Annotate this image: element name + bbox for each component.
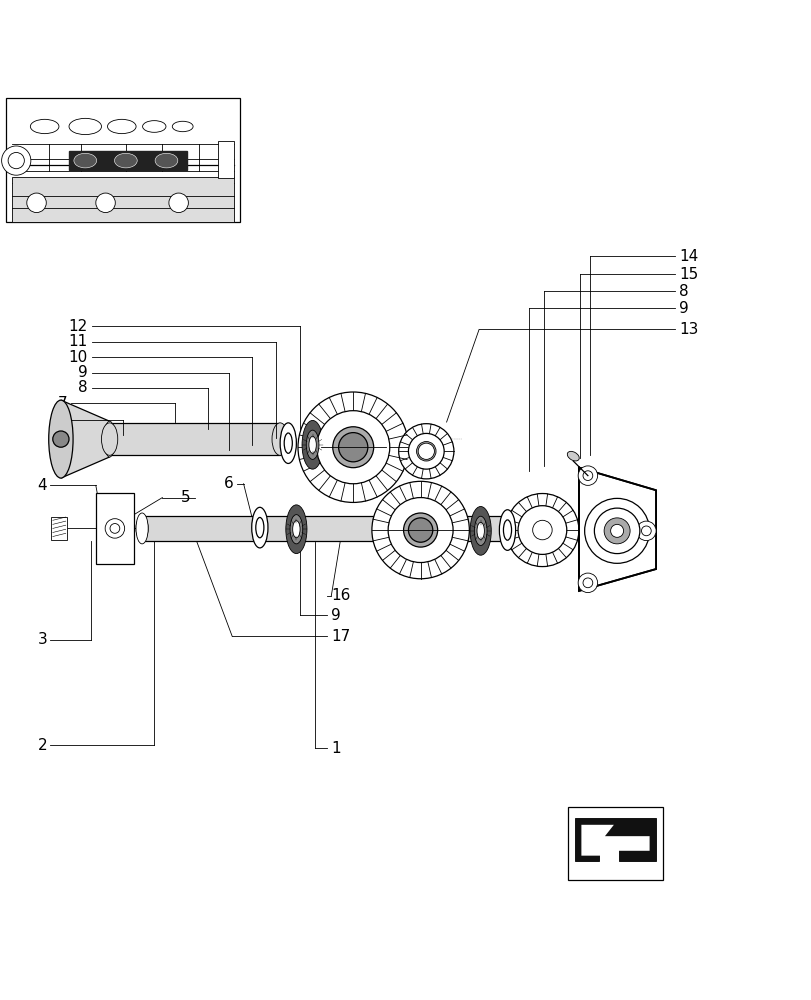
Circle shape [408, 433, 444, 469]
Ellipse shape [74, 153, 97, 168]
Ellipse shape [280, 423, 296, 463]
Circle shape [418, 443, 434, 459]
Polygon shape [12, 177, 234, 222]
Circle shape [416, 442, 436, 461]
Text: 7: 7 [58, 396, 67, 411]
Polygon shape [578, 468, 655, 591]
Circle shape [505, 494, 578, 567]
Ellipse shape [470, 506, 491, 555]
Circle shape [105, 519, 125, 538]
Ellipse shape [143, 121, 165, 132]
Ellipse shape [255, 517, 264, 538]
Ellipse shape [474, 516, 487, 545]
Circle shape [371, 481, 469, 579]
Text: 8: 8 [78, 380, 88, 395]
Circle shape [8, 152, 24, 169]
Circle shape [2, 146, 31, 175]
Text: 14: 14 [678, 249, 697, 264]
Ellipse shape [104, 421, 115, 457]
Text: 1: 1 [331, 741, 341, 756]
Text: 10: 10 [68, 350, 88, 365]
Circle shape [610, 524, 623, 537]
Text: 15: 15 [678, 267, 697, 282]
Circle shape [298, 392, 408, 502]
Ellipse shape [114, 153, 137, 168]
Circle shape [577, 573, 597, 593]
Ellipse shape [251, 507, 268, 548]
Circle shape [517, 506, 566, 554]
Circle shape [398, 424, 453, 479]
Ellipse shape [499, 510, 515, 550]
Ellipse shape [101, 423, 118, 455]
Text: 4: 4 [37, 478, 47, 493]
Ellipse shape [49, 400, 73, 478]
Ellipse shape [292, 521, 300, 538]
Text: 2: 2 [37, 738, 47, 753]
Text: 13: 13 [678, 322, 697, 337]
Polygon shape [61, 400, 109, 478]
Circle shape [594, 508, 639, 554]
Ellipse shape [172, 121, 193, 132]
Polygon shape [574, 818, 655, 861]
Circle shape [582, 578, 592, 588]
Ellipse shape [306, 430, 319, 459]
Circle shape [584, 498, 649, 563]
Circle shape [408, 518, 432, 542]
Polygon shape [51, 517, 67, 540]
Polygon shape [109, 423, 280, 455]
Circle shape [577, 466, 597, 485]
Ellipse shape [308, 436, 316, 453]
Text: 3: 3 [37, 632, 47, 647]
Ellipse shape [476, 522, 484, 539]
Ellipse shape [135, 513, 148, 544]
Circle shape [532, 520, 551, 540]
Circle shape [316, 411, 389, 484]
Polygon shape [142, 516, 551, 541]
Ellipse shape [272, 423, 288, 455]
Text: 16: 16 [331, 588, 350, 603]
Ellipse shape [302, 420, 323, 469]
Polygon shape [217, 141, 234, 178]
Text: 17: 17 [331, 629, 350, 644]
Text: 9: 9 [331, 608, 341, 623]
Text: 6: 6 [224, 476, 234, 491]
Circle shape [388, 498, 453, 563]
Ellipse shape [69, 118, 101, 135]
Ellipse shape [135, 516, 148, 541]
Circle shape [403, 513, 437, 547]
Ellipse shape [567, 451, 578, 461]
Text: 9: 9 [78, 365, 88, 380]
Text: 2: 2 [58, 412, 67, 427]
Bar [6, 98, 239, 222]
Text: 8: 8 [678, 284, 688, 299]
Polygon shape [69, 151, 187, 170]
Circle shape [53, 431, 69, 447]
Circle shape [603, 518, 629, 544]
Text: 5: 5 [181, 490, 191, 505]
Polygon shape [551, 520, 616, 537]
Ellipse shape [155, 153, 178, 168]
Circle shape [110, 524, 120, 533]
Ellipse shape [284, 433, 292, 453]
Ellipse shape [30, 119, 59, 134]
Text: 12: 12 [68, 319, 88, 334]
Circle shape [27, 193, 46, 213]
Circle shape [96, 193, 115, 213]
Circle shape [641, 526, 650, 536]
Circle shape [169, 193, 188, 213]
Polygon shape [581, 825, 649, 856]
Ellipse shape [107, 119, 136, 134]
Circle shape [582, 471, 592, 481]
Circle shape [338, 433, 367, 462]
Bar [568, 807, 662, 880]
Circle shape [333, 427, 373, 468]
Text: 9: 9 [678, 301, 688, 316]
Polygon shape [96, 493, 134, 564]
Ellipse shape [290, 515, 303, 544]
Ellipse shape [503, 520, 511, 540]
Circle shape [636, 521, 655, 541]
Text: 11: 11 [68, 334, 88, 349]
Ellipse shape [285, 505, 307, 554]
